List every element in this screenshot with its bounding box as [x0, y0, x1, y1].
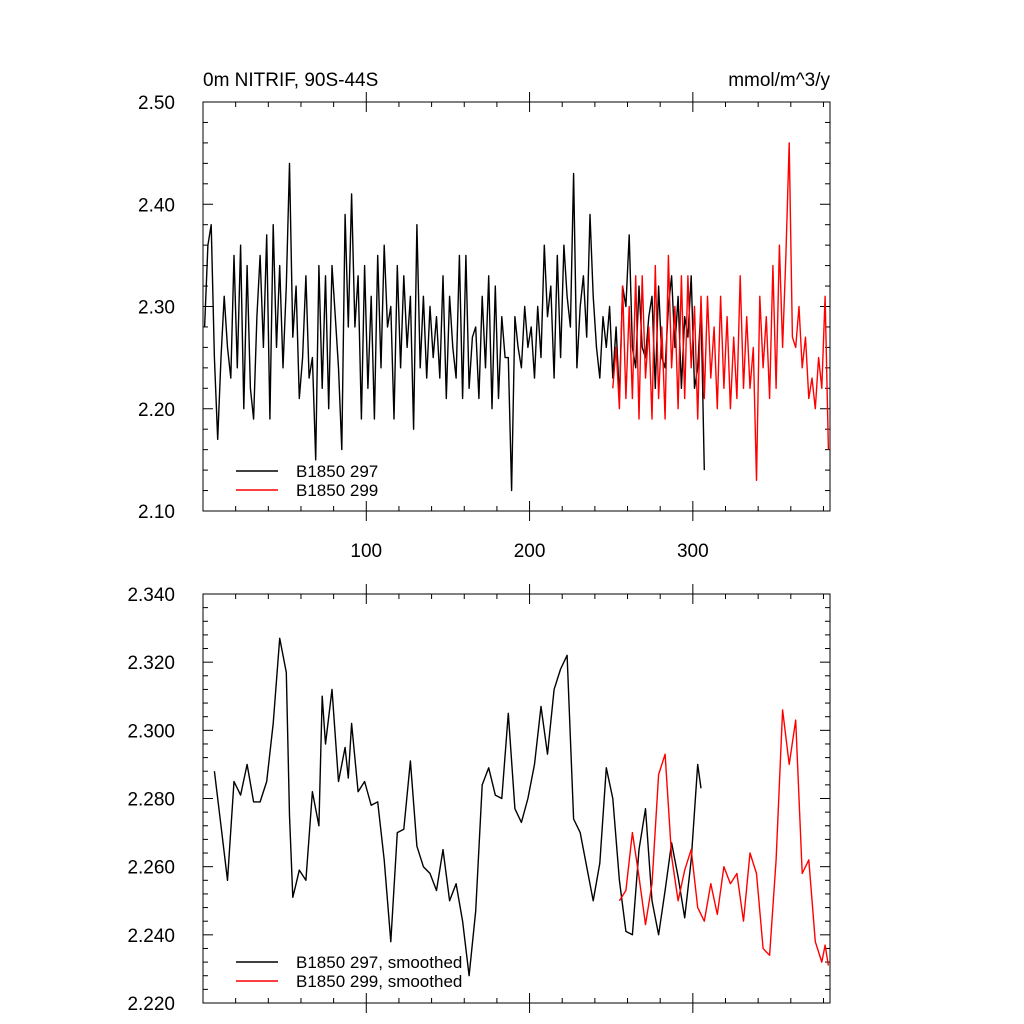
legend-label: B1850 299: [296, 481, 378, 500]
plot-frame: [202, 593, 831, 1004]
y-tick-label: 2.220: [127, 994, 175, 1015]
series-line-2: [618, 709, 830, 966]
y-tick-label: 2.40: [138, 195, 175, 216]
legend-label: B1850 299, smoothed: [296, 972, 462, 991]
x-tick-label: 100: [350, 541, 382, 562]
y-tick-label: 2.50: [138, 93, 175, 114]
x-axis-ticks: 100 200 300: [235, 92, 824, 562]
y-tick-label: 2.240: [127, 926, 175, 947]
x-tick-label: 200: [514, 541, 546, 562]
chart-title: 0m NITRIF, 90S-44S: [203, 70, 378, 91]
series-line-2: [612, 142, 830, 481]
legend-label: B1850 297, smoothed: [296, 953, 462, 972]
y-tick-label: 2.260: [127, 858, 175, 879]
y-axis-ticks: 2.10 2.20 2.30 2.40 2.50: [138, 93, 830, 523]
series-group: [213, 637, 830, 977]
series-group: [203, 142, 830, 492]
x-axis-ticks: [235, 584, 824, 1013]
y-tick-label: 2.10: [138, 502, 175, 523]
series-line-1: [213, 637, 702, 977]
y-tick-label: 2.300: [127, 721, 175, 742]
x-tick-label: 300: [677, 541, 709, 562]
units-label: mmol/m^3/y: [728, 70, 830, 91]
panel-bottom: 2.220 2.240 2.260 2.280 2.300 2.320 2.340 B185…: [127, 584, 831, 1015]
legend-label: B1850 297: [296, 462, 378, 481]
y-tick-label: 2.30: [138, 298, 175, 319]
y-tick-label: 2.280: [127, 790, 175, 811]
y-tick-label: 2.340: [127, 585, 175, 606]
y-tick-label: 2.20: [138, 400, 175, 421]
plot-frame: [202, 101, 831, 512]
y-tick-label: 2.320: [127, 653, 175, 674]
panel-top: 0m NITRIF, 90S-44S mmol/m^3/y 2.102.202.…: [138, 70, 831, 562]
y-axis-ticks: 2.220 2.240 2.260 2.280 2.300 2.320 2.340: [127, 585, 830, 1015]
